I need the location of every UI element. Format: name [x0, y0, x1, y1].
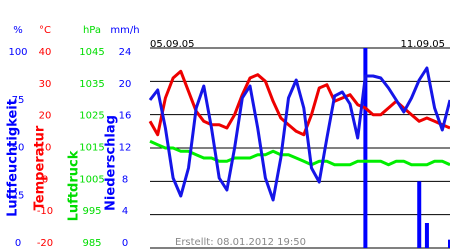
y-tick-label: 16: [119, 111, 132, 122]
axis-title: Luftdruck: [67, 150, 82, 221]
x-tick-label: 11.09.05: [400, 39, 445, 50]
precip-bar: [424, 223, 429, 248]
axis-title: Temperatur: [33, 125, 48, 210]
y-tick-label: 0: [15, 238, 21, 249]
y-tick-label: 12: [119, 143, 132, 154]
y-tick-label: 1015: [79, 143, 104, 154]
series-line: [149, 139, 450, 167]
precip-bar: [363, 48, 368, 248]
y-tick-label: 0: [42, 174, 48, 185]
y-tick-label: 30: [39, 79, 52, 90]
y-tick-label: 1005: [79, 174, 104, 185]
axis-unit: mm/h: [110, 25, 139, 36]
axis-unit: °C: [39, 25, 51, 36]
y-tick-label: 25: [12, 190, 25, 201]
series-line: [148, 66, 450, 202]
axis-title: Luftfeuchtigkeit: [6, 99, 21, 217]
y-tick-label: 1025: [79, 111, 104, 122]
x-tick-label: 05.09.05: [150, 39, 195, 50]
precip-bar: [448, 239, 450, 248]
axis-unit: %: [13, 25, 23, 36]
note: Erstellt: 08.01.2012 19:50: [175, 237, 306, 248]
y-tick-label: 24: [119, 47, 132, 58]
y-tick-label: 20: [119, 79, 132, 90]
y-tick-label: 995: [82, 206, 101, 217]
y-tick-label: 20: [39, 111, 52, 122]
y-tick-label: -10: [37, 206, 53, 217]
axis-unit: hPa: [83, 25, 101, 36]
y-tick-label: 985: [82, 238, 101, 249]
y-tick-label: 4: [122, 206, 128, 217]
y-tick-label: 100: [8, 47, 27, 58]
y-tick-label: 1045: [79, 47, 104, 58]
y-tick-label: 1035: [79, 79, 104, 90]
y-tick-label: 75: [12, 95, 25, 106]
y-tick-label: 40: [39, 47, 52, 58]
precip-bar: [417, 181, 422, 248]
axis-title: Niederschlag: [104, 115, 119, 211]
y-tick-label: 10: [39, 143, 52, 154]
y-tick-label: 8: [122, 174, 128, 185]
y-tick-label: 0: [122, 238, 128, 249]
y-tick-label: 50: [12, 143, 25, 154]
y-tick-label: -20: [37, 238, 53, 249]
